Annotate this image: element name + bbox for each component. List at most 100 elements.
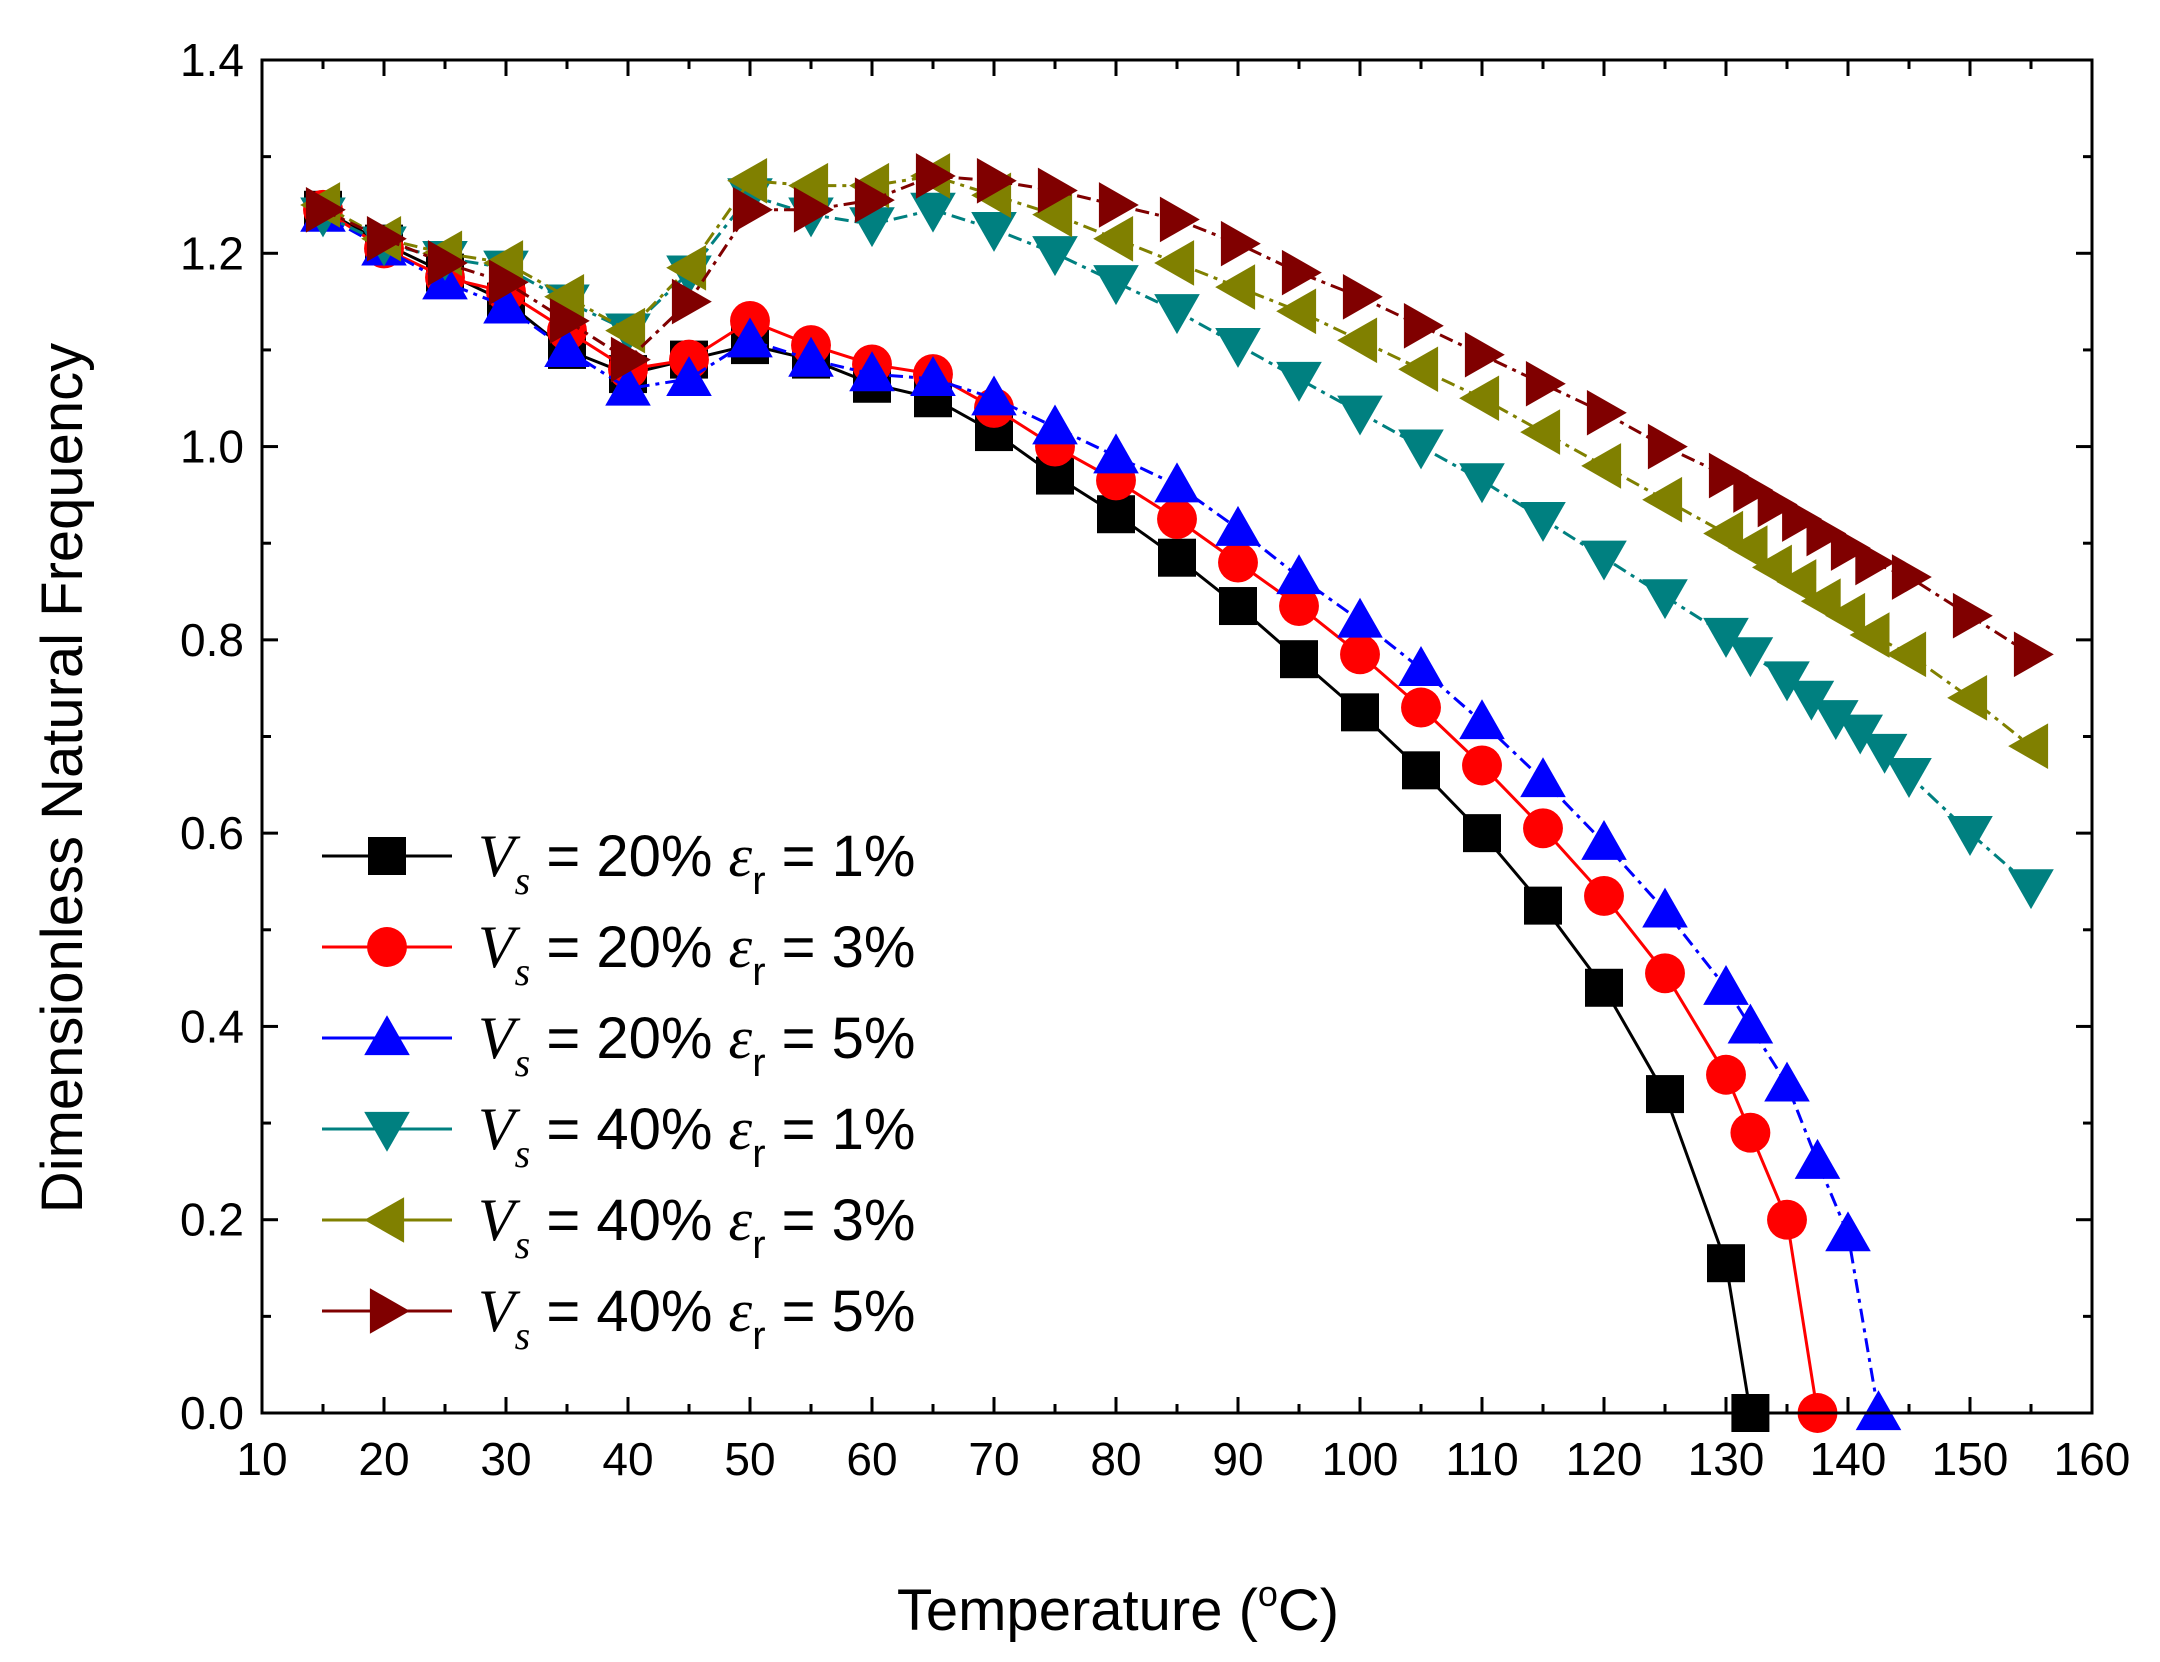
series-4-point — [1276, 361, 1322, 402]
series-4-point — [1727, 637, 1774, 678]
legend-label-part: = 40% — [530, 1279, 728, 1344]
x-axis-title-main: Temperature ( — [897, 1578, 1258, 1643]
legend-label-part: V — [478, 1278, 521, 1344]
x-axis-title-unit: C) — [1278, 1578, 1339, 1643]
series-5-point — [605, 307, 646, 354]
x-tick-label: 70 — [968, 1433, 1019, 1485]
x-tick-label: 10 — [236, 1433, 287, 1485]
series-3-point — [666, 356, 712, 397]
legend-label: Vs = 40% εr = 1% — [478, 1096, 915, 1176]
legend-label-part: V — [478, 1005, 521, 1071]
series-4-point — [1093, 265, 1139, 306]
series-3-point — [1032, 404, 1078, 445]
series-1-point — [1280, 640, 1318, 679]
legend-label-part: = 40% — [530, 1188, 728, 1253]
series-3-point — [544, 327, 590, 368]
series-5-point — [1154, 240, 1195, 286]
y-tick-label: 0.4 — [180, 1000, 244, 1052]
y-tick-label: 0.6 — [180, 807, 244, 859]
series-6-point — [1281, 249, 1322, 296]
legend-item-6: Vs = 40% εr = 5% — [322, 1278, 915, 1358]
x-tick-label: 50 — [724, 1433, 775, 1485]
series-2-point — [1279, 586, 1319, 626]
series-3-point — [788, 336, 834, 377]
series-6-point — [1830, 525, 1871, 571]
legend-label-part: = 5% — [766, 1006, 916, 1071]
series-4-point — [1861, 733, 1908, 774]
series-5-point — [666, 244, 707, 291]
series-5-point — [2008, 723, 2049, 769]
series-5-point — [788, 162, 829, 209]
legend-label-part: ε — [729, 914, 753, 980]
series-6-point — [1806, 510, 1847, 557]
legend-label: Vs = 40% εr = 3% — [478, 1187, 915, 1267]
series-6-point — [427, 240, 468, 286]
legend-marker — [364, 1111, 410, 1152]
series-5-point — [1459, 375, 1500, 422]
legend-label-part: ε — [729, 1187, 753, 1253]
legend-item-1: Vs = 20% εr = 1% — [322, 823, 915, 903]
legend-label-part: V — [478, 914, 521, 980]
legend-label: Vs = 20% εr = 5% — [478, 1005, 915, 1085]
legend-item-5: Vs = 40% εr = 3% — [322, 1187, 915, 1267]
series-6-point — [671, 278, 712, 325]
legend-marker — [368, 837, 406, 875]
series-3-point — [727, 317, 773, 358]
series-2-point — [1157, 499, 1197, 540]
series-4-point — [1459, 463, 1505, 504]
y-tick-label: 0.2 — [180, 1194, 244, 1246]
series-6-point — [976, 158, 1017, 204]
series-1-point — [1097, 495, 1135, 534]
legend-label-part: = 20% — [530, 915, 728, 980]
series-6-point — [610, 336, 651, 383]
series-1-point — [1402, 751, 1440, 790]
series-4-point — [1703, 617, 1749, 658]
y-tick-label: 1.2 — [180, 227, 244, 279]
series-3-point — [1825, 1211, 1871, 1252]
series-6-point — [1098, 182, 1139, 228]
series-3-point — [1215, 505, 1261, 546]
series-6-point — [1159, 196, 1200, 243]
series-4-point — [910, 192, 956, 233]
series-4-point — [971, 212, 1017, 252]
legend-label-part: r — [752, 950, 765, 994]
series-6-point — [1782, 496, 1822, 542]
legend-label-part: = 20% — [530, 1006, 728, 1071]
series-5-point — [1337, 317, 1378, 364]
x-tick-label: 100 — [1322, 1433, 1399, 1485]
series-6-point — [854, 177, 895, 223]
legend-marker — [369, 1288, 410, 1334]
series-3-point — [1337, 597, 1383, 638]
series-6-point — [793, 186, 834, 233]
legend-label-part: ε — [729, 1278, 753, 1344]
legend-label-part: ε — [729, 1096, 753, 1162]
series-6-point — [1586, 389, 1627, 436]
legend-label-part: r — [752, 1041, 765, 1085]
series-5-point — [1947, 675, 1988, 721]
series-2-point — [1401, 687, 1441, 728]
series-5-point — [1849, 612, 1890, 658]
series-3-point — [971, 375, 1017, 416]
y-tick-label: 1.4 — [180, 34, 244, 86]
x-tick-label: 60 — [846, 1433, 897, 1485]
legend-label-part: r — [752, 1223, 765, 1267]
series-3-point — [1794, 1138, 1841, 1179]
series-5-point — [727, 158, 768, 204]
legend-item-4: Vs = 40% εr = 1% — [322, 1096, 915, 1176]
series-3-point — [1276, 554, 1322, 595]
series-3-point — [1398, 646, 1444, 686]
series-6-point — [1403, 302, 1444, 349]
series-1-point — [1341, 693, 1379, 732]
series-6-point — [2013, 631, 2054, 678]
series-3-point — [1642, 887, 1688, 928]
series-6-point — [1733, 467, 1774, 513]
series-4-point — [1813, 700, 1859, 740]
x-tick-label: 140 — [1810, 1433, 1887, 1485]
series-2-point — [1730, 1112, 1771, 1153]
x-axis-title: Temperature (oC) — [897, 1573, 1339, 1643]
series-6-point — [305, 186, 346, 233]
series-1-point — [1158, 538, 1196, 577]
series-5-point — [1032, 191, 1073, 238]
x-tick-label: 30 — [480, 1433, 531, 1485]
